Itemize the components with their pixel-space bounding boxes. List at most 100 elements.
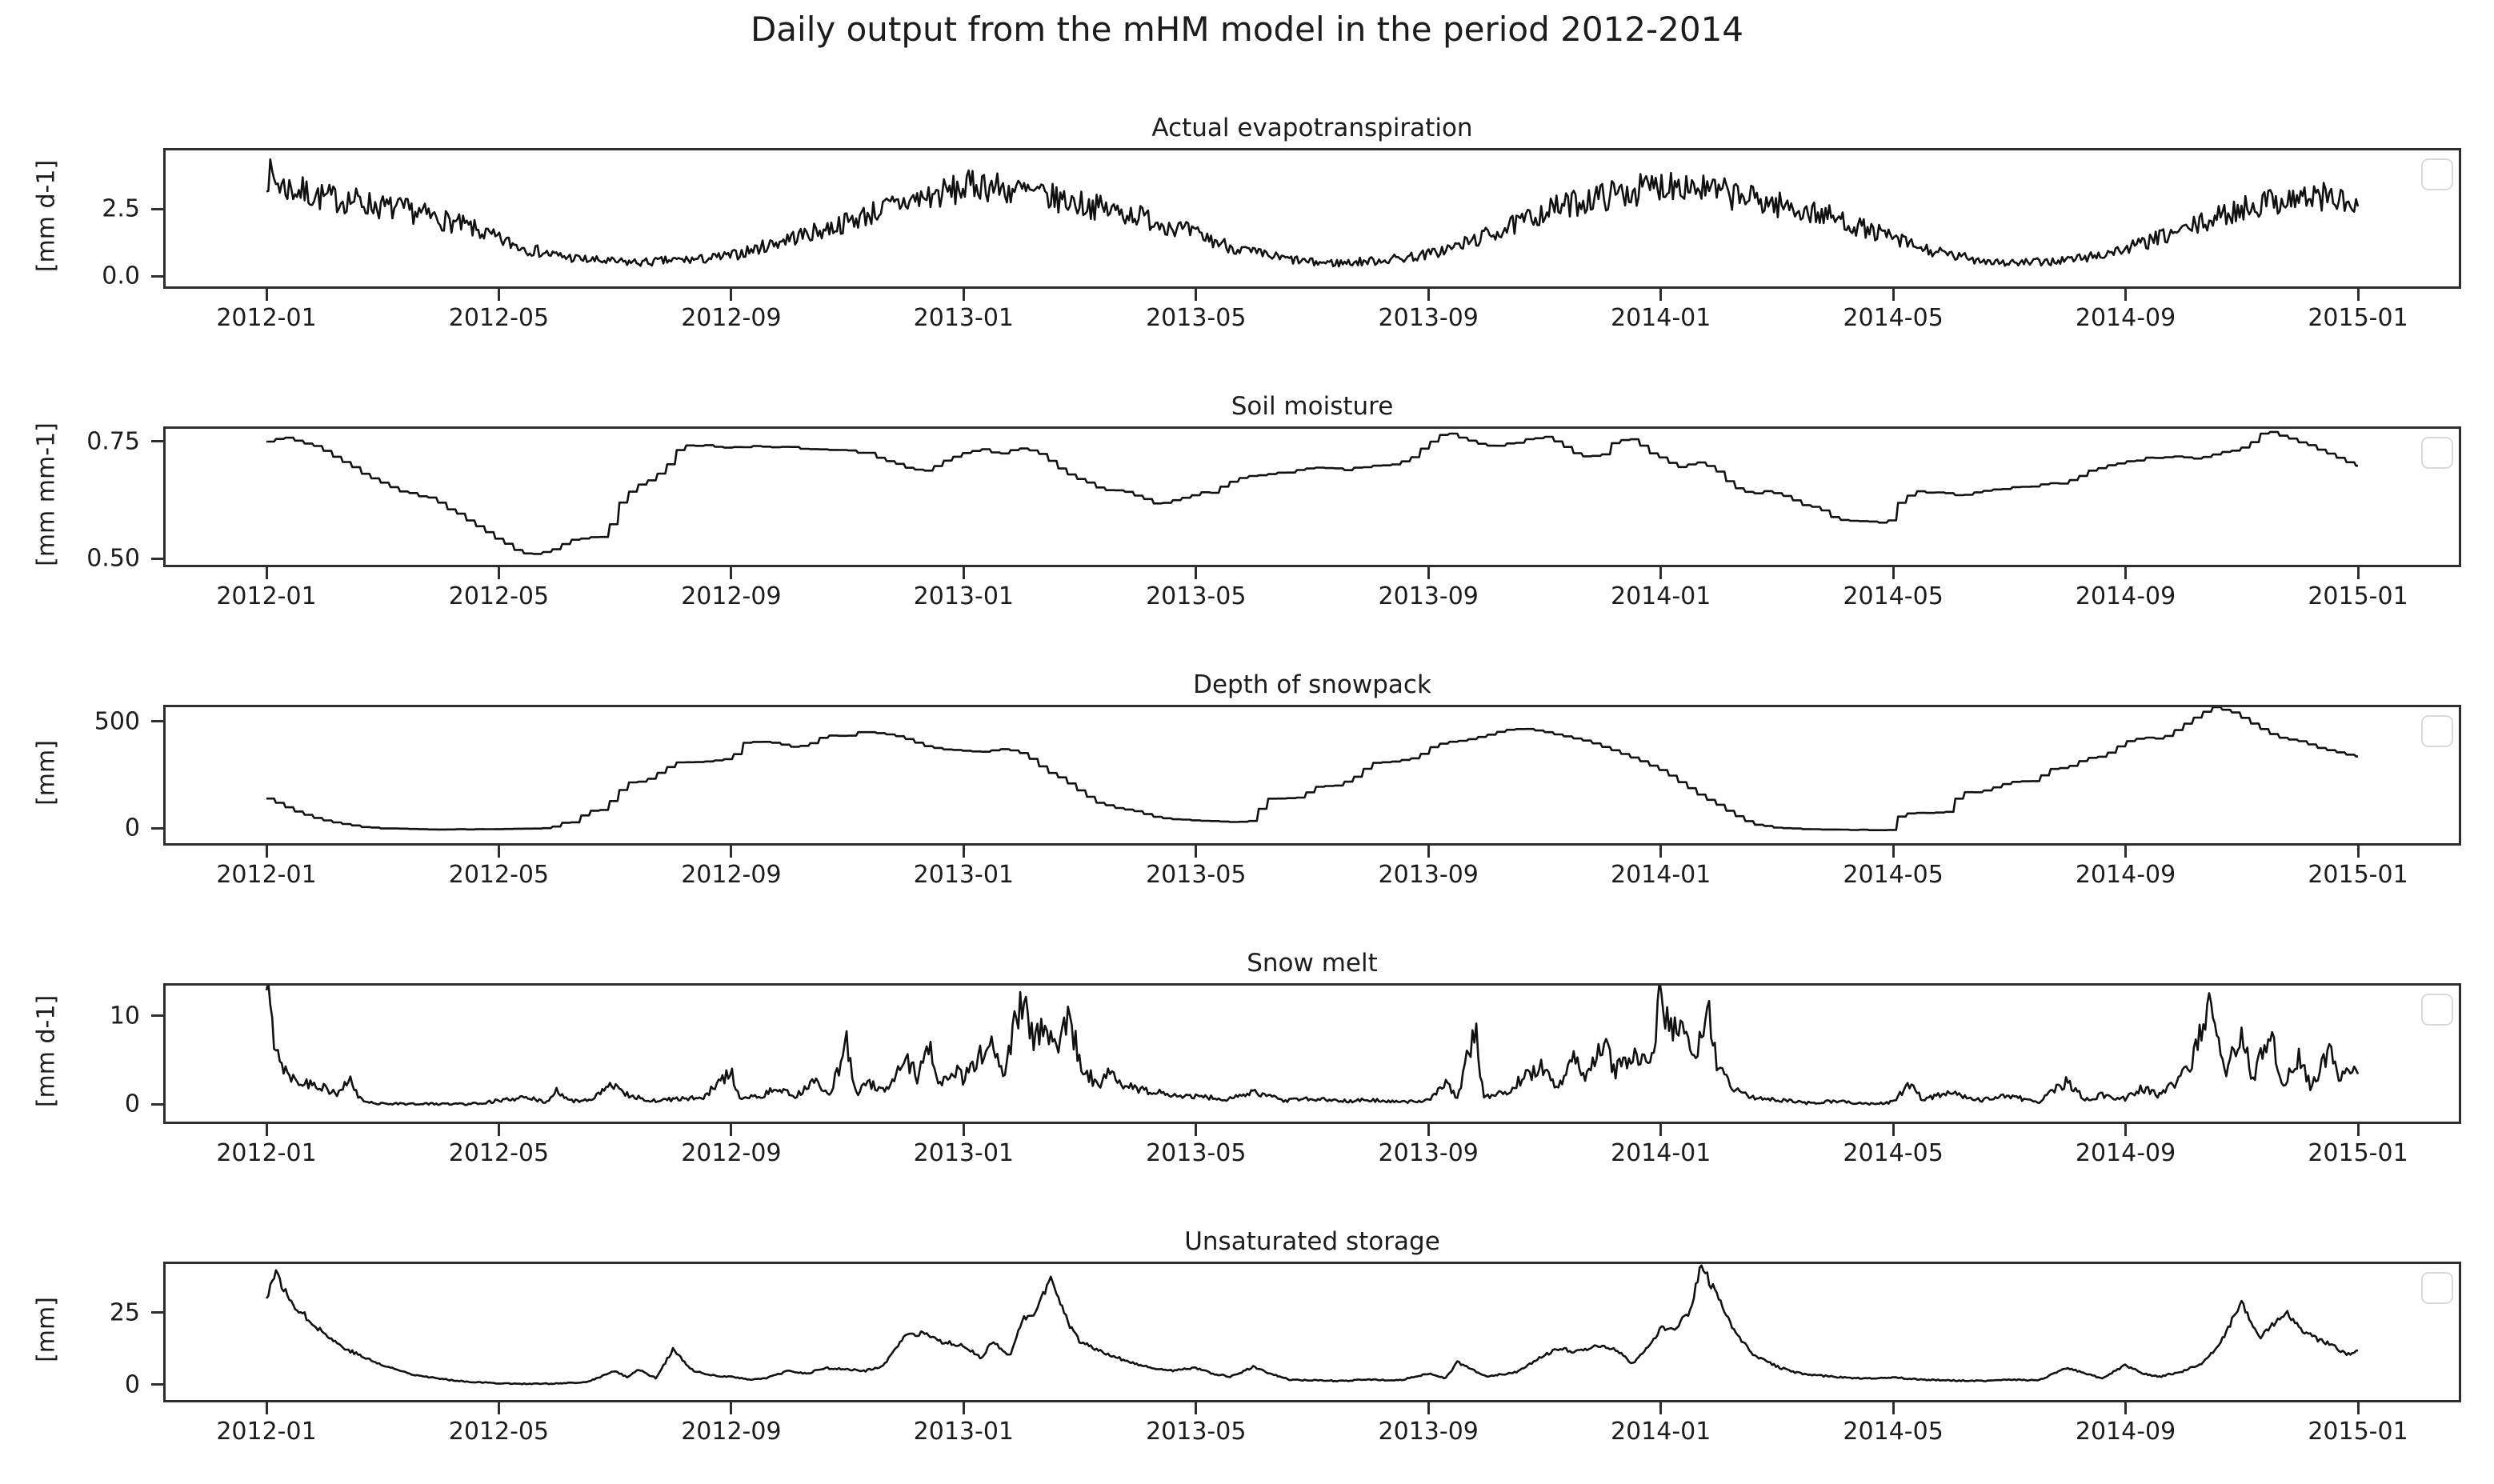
x-tick-label: 2012-09 [681,304,782,332]
x-tick-mark [730,1124,733,1136]
x-tick-mark [1659,567,1663,579]
x-tick-mark [1892,1402,1895,1414]
line-series-svg [265,986,2360,1106]
y-tick-label: 500 [94,707,140,736]
x-tick-mark [1892,1124,1895,1136]
x-tick-label: 2014-01 [1610,861,1711,889]
y-tick-mark [151,1383,163,1386]
x-tick-label: 2013-01 [913,304,1015,332]
plot-area [163,1262,2461,1402]
x-tick-label: 2012-09 [681,1139,782,1167]
x-tick-mark [1659,846,1663,858]
x-tick-label: 2013-09 [1378,1418,1479,1446]
x-tick-label: 2014-01 [1610,1418,1711,1446]
x-tick-mark [265,1124,268,1136]
x-tick-label: 2013-01 [913,1418,1015,1446]
x-tick-label: 2014-05 [1843,861,1944,889]
x-tick-mark [1195,289,1198,301]
x-tick-label: 2012-09 [681,861,782,889]
x-tick-mark [1427,846,1430,858]
data-line [266,430,2358,555]
x-tick-label: 2012-05 [448,1139,550,1167]
x-tick-mark [1659,1124,1663,1136]
y-axis-label: [mm] [32,740,61,806]
subplot-unsaturated-storage: Unsaturated storage [mm] 0 25 2012-01 201… [0,1226,2494,1484]
x-tick-mark [962,567,965,579]
line-series-svg [265,1264,2359,1386]
y-tick-label: 10 [109,1002,140,1030]
y-tick-mark [151,207,163,210]
x-tick-label: 2015-01 [2308,582,2408,610]
x-tick-mark [1195,1124,1198,1136]
x-tick-mark [265,846,268,858]
x-tick-label: 2012-01 [216,861,317,889]
y-tick-label: 0 [124,1090,140,1118]
x-tick-label: 2012-01 [216,1139,317,1167]
y-tick-mark [151,826,163,830]
subplot-title: Soil moisture [1231,392,1394,421]
y-tick-label: 0.50 [86,544,140,573]
x-tick-label: 2013-09 [1378,861,1479,889]
x-tick-mark [730,289,733,301]
x-tick-label: 2014-05 [1843,1418,1944,1446]
data-line [266,158,2360,268]
x-tick-label: 2013-01 [913,582,1015,610]
x-tick-mark [1892,289,1895,301]
y-tick-label: 25 [109,1298,140,1327]
subplot-snow-melt: Snow melt [mm d-1] 0 10 2012-01 2012-05 20… [0,947,2494,1226]
y-tick-label: 0 [124,1370,140,1399]
legend-box [2421,715,2453,747]
x-tick-label: 2015-01 [2308,304,2408,332]
x-tick-label: 2012-05 [448,304,550,332]
y-tick-label: 0.0 [102,262,140,290]
x-tick-label: 2015-01 [2308,1139,2408,1167]
data-line [265,1264,2359,1386]
x-tick-mark [2356,1402,2360,1414]
x-tick-mark [962,1402,965,1414]
legend-box [2421,1272,2453,1304]
plot-area [163,705,2461,846]
line-series-svg [266,158,2360,268]
x-tick-label: 2013-09 [1378,1139,1479,1167]
x-tick-mark [962,289,965,301]
x-tick-label: 2013-05 [1146,582,1247,610]
x-tick-mark [1892,567,1895,579]
x-tick-mark [1659,289,1663,301]
y-tick-mark [151,274,163,278]
x-tick-mark [497,846,500,858]
x-tick-label: 2013-09 [1378,304,1479,332]
x-tick-label: 2014-01 [1610,582,1711,610]
x-tick-mark [1892,846,1895,858]
y-tick-label: 0 [124,814,140,842]
x-tick-mark [962,846,965,858]
x-tick-label: 2013-05 [1146,304,1247,332]
x-tick-mark [2356,1124,2360,1136]
x-tick-label: 2013-09 [1378,582,1479,610]
x-tick-label: 2013-05 [1146,1418,1247,1446]
x-tick-mark [1427,1124,1430,1136]
x-tick-mark [2124,846,2128,858]
x-tick-label: 2014-05 [1843,582,1944,610]
data-line [266,707,2358,831]
x-tick-label: 2014-05 [1843,304,1944,332]
y-tick-mark [151,557,163,560]
x-tick-label: 2012-09 [681,1418,782,1446]
x-tick-mark [1659,1402,1663,1414]
y-tick-mark [151,1311,163,1314]
x-tick-label: 2012-05 [448,582,550,610]
x-tick-mark [1195,567,1198,579]
legend-box [2421,994,2453,1026]
x-tick-mark [2356,289,2360,301]
plot-area [163,148,2461,289]
x-tick-label: 2012-09 [681,582,782,610]
x-tick-mark [2356,567,2360,579]
x-tick-label: 2014-09 [2075,861,2176,889]
x-tick-mark [2124,1124,2128,1136]
x-tick-mark [730,567,733,579]
subplot-depth-of-snowpack: Depth of snowpack [mm] 0 500 2012-01 2012… [0,669,2494,947]
legend-box [2421,158,2453,190]
legend-box [2421,437,2453,469]
subplot-title: Depth of snowpack [1193,670,1431,699]
x-tick-mark [2356,846,2360,858]
x-tick-mark [730,846,733,858]
